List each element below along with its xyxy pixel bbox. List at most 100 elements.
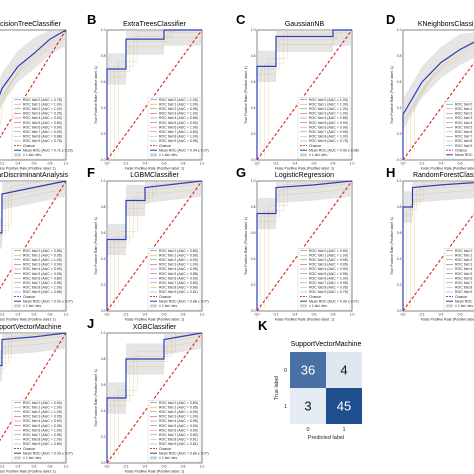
- legend-entry: ROC fold 7 (AUC = 0.80): [159, 433, 198, 437]
- mean-roc-line: [106, 29, 202, 160]
- chart-title: SupportVectorMachine: [0, 324, 62, 331]
- x-tick-label: 0.8: [181, 465, 186, 469]
- x-tick-label: 0.2: [420, 162, 425, 166]
- chance-line: [256, 180, 353, 312]
- panel-letter: G: [236, 165, 246, 180]
- x-tick-label: 0.0: [105, 313, 110, 317]
- y-tick-label: 0.4: [251, 257, 256, 261]
- legend-entry: ROC fold 9 (AUC = 0.81): [159, 290, 198, 294]
- fold-roc-line: [264, 180, 353, 309]
- y-tick-label: 0.2: [101, 435, 106, 439]
- legend-entry: ROC fold 3 (AUC = 1.00): [309, 112, 348, 116]
- roc-panel-d: D KNeighborsClassifier 0.00.0 0.2 0.2 0.4 0.4 0…: [386, 12, 474, 171]
- legend-entry: ROC fold 8: [455, 286, 472, 290]
- x-tick-label: 0.6: [162, 465, 167, 469]
- legend-box: [11, 400, 65, 463]
- legend-swatch: [446, 304, 453, 308]
- y-tick-label: 1.0: [397, 28, 402, 32]
- x-tick-label: 1.0: [350, 162, 355, 166]
- x-tick-label: 1.0: [350, 313, 355, 317]
- y-tick-label: 0.0: [101, 309, 106, 313]
- legend-entry: ROC fold 9: [455, 290, 472, 294]
- row-tick-label: 1: [284, 404, 287, 410]
- legend-entry: Chance: [23, 447, 35, 451]
- panel-letter: D: [386, 12, 395, 27]
- std-dev-band: [0, 333, 66, 382]
- fold-roc-line: [0, 180, 66, 226]
- x-tick-label: 0.4: [143, 313, 148, 317]
- x-axis-label: False Positive Rate (Positive label: 1): [125, 167, 185, 171]
- y-axis-label: True Positive Rate (Positive label: 1): [94, 369, 98, 427]
- legend-entry: ROC fold 2 (AUC = 1.00): [23, 410, 62, 414]
- x-axis-label: Predicted label: [308, 435, 344, 441]
- std-dev-band: [0, 181, 66, 249]
- legend-entry: ROC fold 4 (AUC = 0.95): [159, 419, 198, 423]
- fold-roc-line: [114, 332, 203, 461]
- legend-entry: ROC fold 2 (AUC = 0.95): [309, 258, 348, 262]
- y-tick-label: 0.0: [397, 309, 402, 313]
- std-dev-band: [0, 30, 66, 110]
- legend-entry: ROC fold 6 (AUC = 0.90): [159, 276, 198, 280]
- legend-swatch: [150, 456, 157, 460]
- legend-entry: Mean ROC (AUC = 0.89 ± 0.07): [159, 451, 209, 455]
- legend-entry: ROC fold 3 (AUC = 0.95): [309, 263, 348, 267]
- matrix-value: 3: [304, 399, 311, 414]
- y-tick-label: 0.4: [397, 257, 402, 261]
- legend-entry: Mean ROC: [455, 153, 473, 157]
- col-tick-label: 1: [342, 427, 345, 433]
- matrix-cell: [326, 352, 362, 388]
- panel-letter: F: [87, 165, 95, 180]
- panel-letter: C: [236, 12, 246, 27]
- x-axis-label: False Positive Rate (Positive label: 1): [421, 318, 474, 322]
- y-tick-label: 0.6: [101, 383, 106, 387]
- legend-swatch: [150, 304, 157, 308]
- y-tick-label: 0.4: [251, 106, 256, 110]
- legend-entry: ± 1 std. dev.: [159, 153, 178, 157]
- y-tick-label: 0.8: [101, 357, 106, 361]
- std-dev-band: [403, 181, 474, 311]
- x-tick-label: 0.0: [255, 162, 260, 166]
- legend-entry: Chance: [23, 144, 35, 148]
- legend-entry: ± 1 std. dev.: [159, 456, 178, 460]
- panel-letter: B: [87, 12, 96, 27]
- y-tick-label: 0.2: [397, 132, 402, 136]
- y-tick-label: 0.0: [101, 158, 106, 162]
- x-tick-label: 0.2: [0, 313, 4, 317]
- legend-entry: ROC fold 5: [455, 125, 472, 129]
- mean-roc-line: [0, 332, 67, 367]
- legend-box: [147, 97, 201, 160]
- fold-roc-line: [0, 335, 67, 369]
- matrix-cell: [290, 352, 326, 388]
- legend-entry: ROC fold 5 (AUC = 0.80): [23, 121, 62, 125]
- y-tick-label: 0.2: [101, 283, 106, 287]
- legend-entry: ROC fold 6 (AUC = 0.90): [309, 125, 348, 129]
- y-tick-label: 1.0: [101, 179, 106, 183]
- legend-entry: ROC fold 3 (AUC = 0.90): [23, 263, 62, 267]
- roc-panel-a: ADecisionTreeClassifier0.00.00.20.20.40.…: [0, 21, 73, 171]
- legend-entry: ROC fold 7 (AUC = 0.95): [23, 281, 62, 285]
- y-axis-label: True Positive Rate (Positive label: 1): [244, 217, 248, 275]
- x-tick-label: 0.2: [274, 162, 279, 166]
- legend-box: [147, 400, 201, 463]
- x-axis-label: False Positive Rate (Positive label: 1): [0, 167, 56, 171]
- roc-panel-c: C GaussianNB 0.00.0 0.2 0.2 0.4 0.4 0.6 0.6 0.8 0.…: [236, 12, 359, 171]
- y-tick-label: 0.6: [397, 231, 402, 235]
- chance-line: [0, 29, 67, 139]
- fold-roc-line: [110, 335, 203, 466]
- fold-roc-line: [0, 332, 66, 358]
- x-axis-label: False Positive Rate (Positive label: 1): [421, 167, 474, 171]
- legend-entry: ROC fold 1 (AUC = 1.00): [309, 102, 348, 106]
- legend-entry: ROC fold 2 (AUC = 0.95): [159, 107, 198, 111]
- fold-roc-line: [0, 32, 67, 107]
- mean-roc-line: [256, 180, 353, 311]
- fold-roc-line: [0, 183, 67, 236]
- legend-entry: ROC fold 4 (AUC = 0.90): [23, 419, 62, 423]
- legend-entry: Chance: [159, 295, 171, 299]
- mean-roc-line: [0, 29, 67, 96]
- legend-entry: ROC fold 5 (AUC = 0.95): [309, 272, 348, 276]
- legend-entry: ROC fold 0: [455, 249, 472, 253]
- chance-line: [106, 180, 203, 312]
- y-tick-label: 0.6: [251, 231, 256, 235]
- x-tick-label: 0.0: [401, 313, 406, 317]
- legend-entry: ROC fold 0 (AUC = 1.00): [159, 98, 198, 102]
